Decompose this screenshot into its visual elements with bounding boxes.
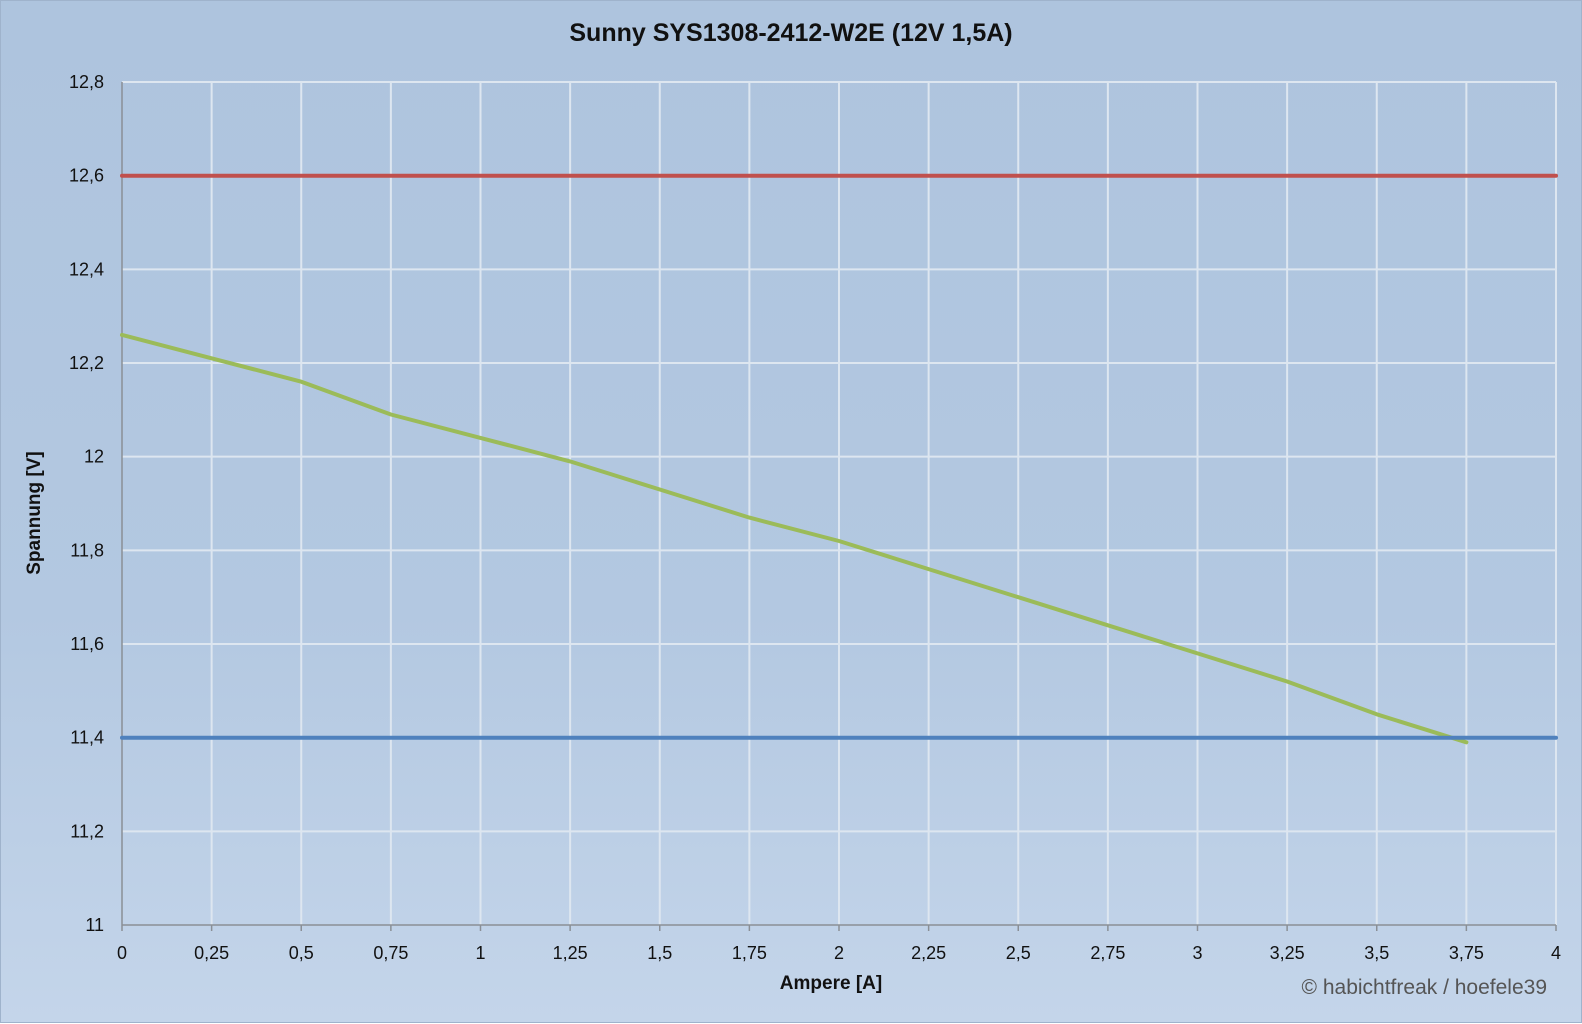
x-tick-label: 1 [475,943,485,963]
x-tick-label: 0,25 [194,943,229,963]
y-tick-label: 12,4 [69,259,104,279]
chart-title: Sunny SYS1308-2412-W2E (12V 1,5A) [569,19,1013,47]
x-tick-label: 0,75 [373,943,408,963]
x-tick-label: 2,25 [911,943,946,963]
x-tick-label: 2 [834,943,844,963]
y-tick-label: 12,8 [69,72,104,92]
x-tick-label: 4 [1551,943,1561,963]
x-tick-label: 2,5 [1006,943,1031,963]
x-tick-label: 3 [1192,943,1202,963]
y-tick-label: 11 [85,915,104,935]
x-tick-label: 3,75 [1449,943,1484,963]
x-tick-label: 1,25 [553,943,588,963]
y-axis-title: Spannung [V] [24,451,45,575]
y-tick-label: 11,4 [70,728,104,748]
y-tick-label: 11,8 [70,540,104,560]
x-tick-label: 0 [117,943,127,963]
y-tick-label: 12 [84,447,104,467]
x-axis-title: Ampere [A] [779,973,883,994]
x-tick-label: 3,25 [1270,943,1305,963]
x-tick-label: 1,75 [732,943,767,963]
x-tick-label: 0,5 [289,943,314,963]
x-tick-label: 2,75 [1090,943,1125,963]
y-tick-label: 12,2 [69,353,104,373]
series-line-0 [120,332,1469,745]
copyright-text: © habichtfreak / hoefele39 [1301,976,1547,999]
y-tick-label: 11,2 [70,821,104,841]
y-tick-label: 12,6 [69,166,104,186]
x-tick-label: 1,5 [647,943,672,963]
y-tick-label: 11,6 [70,634,104,654]
x-tick-label: 3,5 [1364,943,1389,963]
